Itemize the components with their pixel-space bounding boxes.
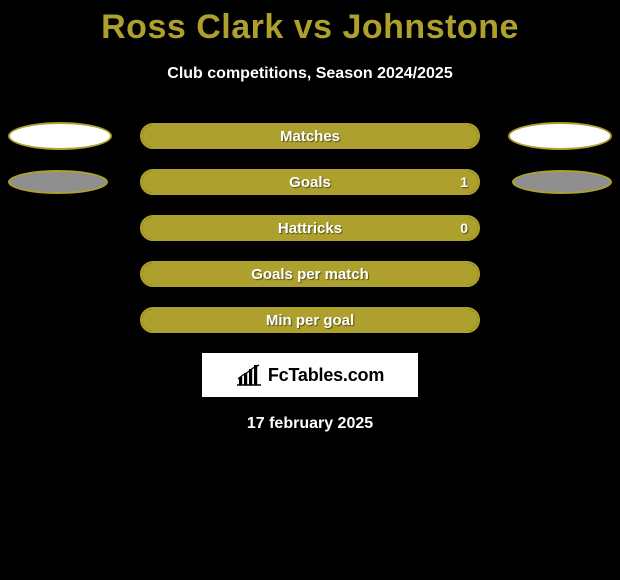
stat-bar: Matches [140,123,480,149]
stat-bar-label: Goals [142,171,478,193]
site-logo-text: FcTables.com [268,365,384,386]
stat-bar-label: Matches [142,125,478,147]
stat-row: Hattricks0 [0,215,620,241]
date-line: 17 february 2025 [0,415,620,433]
page-subtitle: Club competitions, Season 2024/2025 [0,65,620,83]
stat-bar: Min per goal [140,307,480,333]
stat-bar: Goals per match [140,261,480,287]
stat-bar-value: 1 [460,171,468,193]
bar-chart-icon [236,364,262,386]
stat-bar-label: Goals per match [142,263,478,285]
stat-row: Min per goal [0,307,620,333]
stat-ellipse-left [8,122,112,150]
stat-ellipse-right [512,170,612,194]
stat-row: Goals per match [0,261,620,287]
stat-bar-label: Hattricks [142,217,478,239]
stat-bar: Hattricks0 [140,215,480,241]
stat-row: Matches [0,123,620,149]
stat-bar-value: 0 [460,217,468,239]
stats-area: Matches Goals1 Hattricks0 Goals per match Mi… [0,123,620,333]
page-title: Ross Clark vs Johnstone [0,0,620,47]
stat-ellipse-right [508,122,612,150]
stat-ellipse-left [8,170,108,194]
site-logo[interactable]: FcTables.com [202,353,418,397]
stat-row: Goals1 [0,169,620,195]
stat-bar: Goals1 [140,169,480,195]
stat-bar-label: Min per goal [142,309,478,331]
